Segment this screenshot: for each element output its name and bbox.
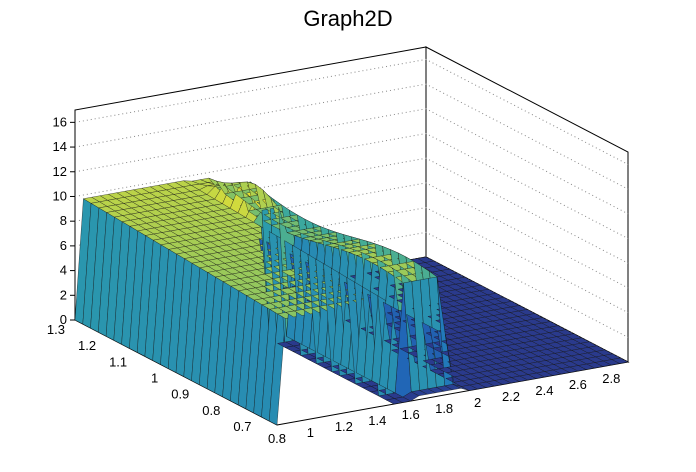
z-grid-line: [74, 157, 629, 264]
z-grid-line: [74, 132, 629, 239]
y-tick-label: 1.2: [78, 338, 96, 353]
z-tick-label: 0: [60, 312, 67, 327]
chart-title: Graph2D: [303, 6, 393, 31]
y-tick-label: 0.9: [171, 387, 189, 402]
y-tick-label: 0.8: [202, 403, 220, 418]
grid-lines: [74, 58, 629, 363]
z-tick-label: 6: [60, 238, 67, 253]
z-grid-line: [74, 231, 629, 338]
x-tick-label: 1.8: [435, 401, 453, 416]
z-grid-line: [74, 83, 629, 190]
z-tick-label: 8: [60, 213, 67, 228]
z-grid-line: [74, 182, 629, 289]
z-grid-line: [74, 207, 629, 314]
y-tick-label: 1.1: [109, 354, 127, 369]
z-tick-label: 4: [60, 263, 67, 278]
x-tick-label: 1.6: [402, 407, 420, 422]
x-tick-label: 1.2: [335, 419, 353, 434]
z-grid-line: [74, 108, 629, 215]
y-tick-label: 1: [151, 370, 158, 385]
z-tick-label: 16: [53, 114, 67, 129]
y-tick-label: 1.3: [47, 322, 65, 337]
z-tick-label: 2: [60, 287, 67, 302]
z-tick-label: 12: [53, 164, 67, 179]
x-tick-label: 2.2: [502, 389, 520, 404]
x-tick-label: 1.4: [368, 413, 386, 428]
tick-labels: 0 2 4 6 8 10 12 14 16 0.8 1 1.2 1.4 1.6 1.8 2 2.2 2.4 2.6 2…: [47, 114, 620, 446]
surface-cell: [611, 357, 629, 364]
x-tick-label: 2.6: [569, 377, 587, 392]
z-grid-line: [74, 58, 629, 165]
z-tick-label: 14: [53, 139, 67, 154]
x-tick-label: 2.4: [535, 383, 553, 398]
surface-mesh: [74, 177, 629, 426]
x-tick-label: 2.8: [602, 371, 620, 386]
x-tick-label: 2: [474, 395, 481, 410]
z-tick-label: 10: [53, 188, 67, 203]
x-tick-label: 1: [307, 425, 314, 440]
x-tick-label: 0.8: [268, 431, 286, 446]
y-tick-label: 0.7: [233, 419, 251, 434]
